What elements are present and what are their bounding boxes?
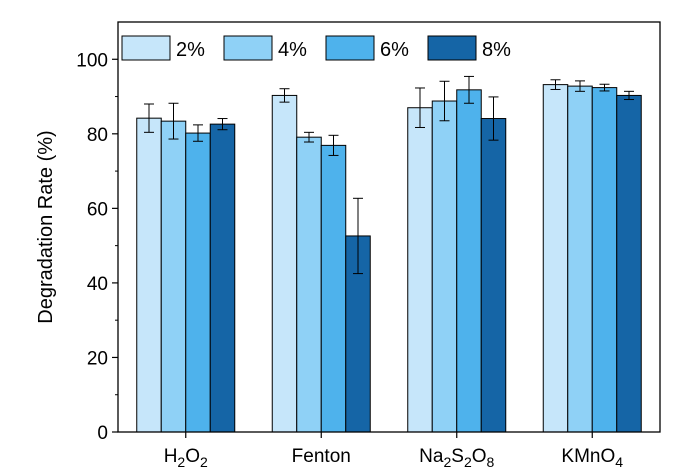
bar-4pct-0 (160, 120, 187, 433)
y-tick-label: 40 (87, 274, 108, 295)
bar-6pct-0 (185, 132, 211, 433)
bar-2pct-0 (136, 117, 162, 433)
bar-6pct-1 (320, 144, 347, 433)
x-tick-label: KMnO4 (561, 446, 623, 470)
x-tick-label: H2O2 (164, 446, 208, 470)
bar-4pct-1 (296, 136, 322, 433)
legend-label: 8% (482, 39, 511, 61)
plot-area: H2O2 Fenton Na2S2O8 KMnO4 0 20 40 60 80 100 2% 4% 6%… (76, 21, 661, 470)
bar-8pct-2 (480, 118, 507, 433)
y-tick-label: 20 (87, 348, 108, 369)
legend-label: 2% (176, 39, 205, 61)
y-tick-label: 0 (97, 423, 108, 444)
bar-2pct-1 (271, 94, 298, 433)
bar-2pct-3 (542, 84, 569, 433)
legend-swatch (121, 35, 171, 61)
bar-6pct-3 (591, 87, 618, 433)
legend-label: 4% (278, 39, 307, 61)
y-axis-title: Degradation Rate (%) (35, 130, 57, 323)
bar-2pct-2 (407, 107, 433, 433)
legend-label: 6% (380, 39, 409, 61)
y-tick-label: 80 (87, 125, 108, 146)
bar-4pct-2 (431, 100, 458, 433)
x-tick-label: Fenton (292, 446, 351, 467)
legend-swatch (223, 35, 273, 61)
plot-frame (117, 21, 661, 433)
bar-8pct-0 (209, 123, 236, 433)
legend-swatch (325, 35, 375, 61)
x-tick-label: Na2S2O8 (419, 446, 494, 470)
bar-8pct-3 (616, 94, 642, 433)
legend-swatch (427, 35, 477, 61)
bar-6pct-2 (456, 89, 482, 433)
y-tick-label: 60 (87, 199, 108, 220)
y-tick-label: 100 (76, 50, 108, 71)
bar-4pct-3 (567, 85, 593, 433)
